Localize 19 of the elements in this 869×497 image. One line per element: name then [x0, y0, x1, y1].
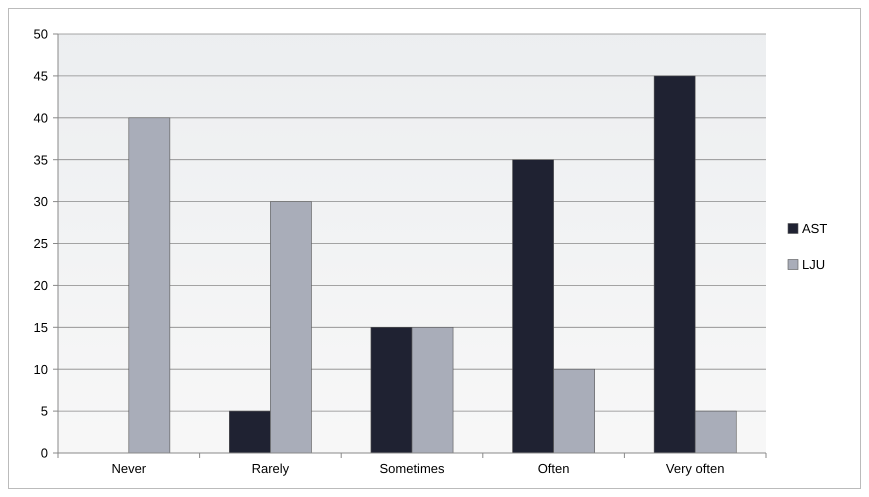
y-tick-label: 20 — [34, 278, 48, 293]
x-tick-label: Often — [538, 461, 570, 476]
legend-label: AST — [802, 221, 828, 236]
x-tick-label: Never — [111, 461, 147, 476]
y-tick-label: 0 — [40, 446, 48, 461]
y-tick-label: 35 — [34, 152, 48, 168]
x-tick-label: Sometimes — [379, 461, 446, 476]
y-tick-label: 50 — [34, 26, 48, 42]
bar — [128, 118, 170, 454]
legend-label: LJU — [802, 257, 826, 272]
y-tick-label: 25 — [34, 236, 48, 252]
y-tick-label: 45 — [34, 68, 48, 84]
x-tick-label: Very often — [666, 461, 724, 476]
y-tick-label: 40 — [34, 110, 48, 126]
y-tick-label: 30 — [34, 194, 48, 210]
x-tick-label: Rarely — [252, 461, 290, 476]
y-tick-label: 15 — [34, 320, 48, 335]
y-tick-label: 10 — [34, 362, 48, 377]
y-tick-label: 5 — [40, 404, 48, 419]
